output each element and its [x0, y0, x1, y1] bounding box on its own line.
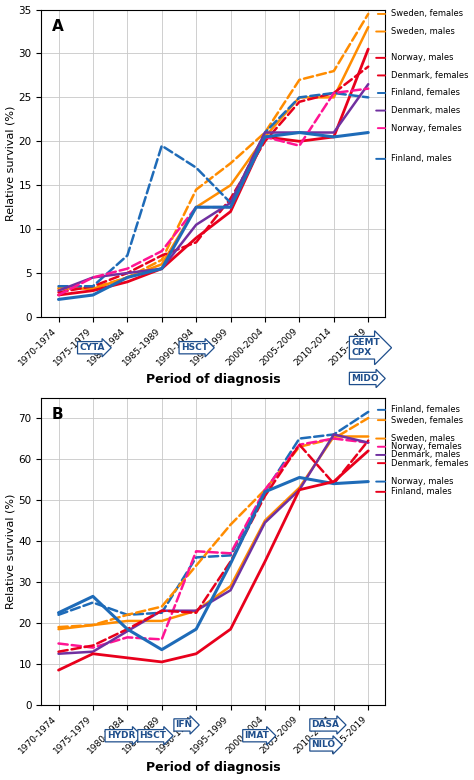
- Text: GEMT
CPX: GEMT CPX: [351, 338, 380, 357]
- Text: Norway, males: Norway, males: [376, 53, 453, 62]
- Text: Finland, females: Finland, females: [376, 406, 460, 414]
- Text: Finland, males: Finland, males: [376, 488, 451, 496]
- Text: HYDR: HYDR: [107, 731, 135, 740]
- Text: Sweden, females: Sweden, females: [376, 9, 463, 19]
- X-axis label: Period of diagnosis: Period of diagnosis: [146, 374, 281, 386]
- Text: Norway, females: Norway, females: [376, 442, 461, 452]
- Text: DASA: DASA: [311, 721, 339, 729]
- Text: HSCT: HSCT: [181, 343, 208, 353]
- Text: HSCT: HSCT: [139, 731, 166, 740]
- Text: A: A: [52, 19, 64, 34]
- Y-axis label: Relative survival (%): Relative survival (%): [6, 105, 16, 221]
- Text: Denmark, males: Denmark, males: [376, 106, 460, 115]
- Text: MIDO: MIDO: [351, 374, 379, 383]
- Text: Denmark, females: Denmark, females: [376, 71, 468, 80]
- Text: Norway, females: Norway, females: [376, 124, 461, 133]
- Text: Sweden, males: Sweden, males: [376, 27, 455, 36]
- Text: Sweden, females: Sweden, females: [376, 416, 463, 424]
- Text: CYTA: CYTA: [79, 343, 105, 353]
- Y-axis label: Relative survival (%): Relative survival (%): [6, 494, 16, 609]
- Text: B: B: [52, 407, 63, 422]
- X-axis label: Period of diagnosis: Period of diagnosis: [146, 761, 281, 775]
- Text: Denmark, females: Denmark, females: [376, 459, 468, 468]
- Text: IMAT: IMAT: [244, 731, 269, 740]
- Text: Norway, males: Norway, males: [376, 477, 453, 486]
- Text: NILO: NILO: [311, 740, 336, 750]
- Text: Finland, males: Finland, males: [376, 154, 451, 163]
- Text: Sweden, males: Sweden, males: [376, 434, 455, 443]
- Text: Denmark, males: Denmark, males: [376, 450, 460, 459]
- Text: Finland, females: Finland, females: [376, 88, 460, 98]
- Text: IFN: IFN: [175, 721, 192, 729]
